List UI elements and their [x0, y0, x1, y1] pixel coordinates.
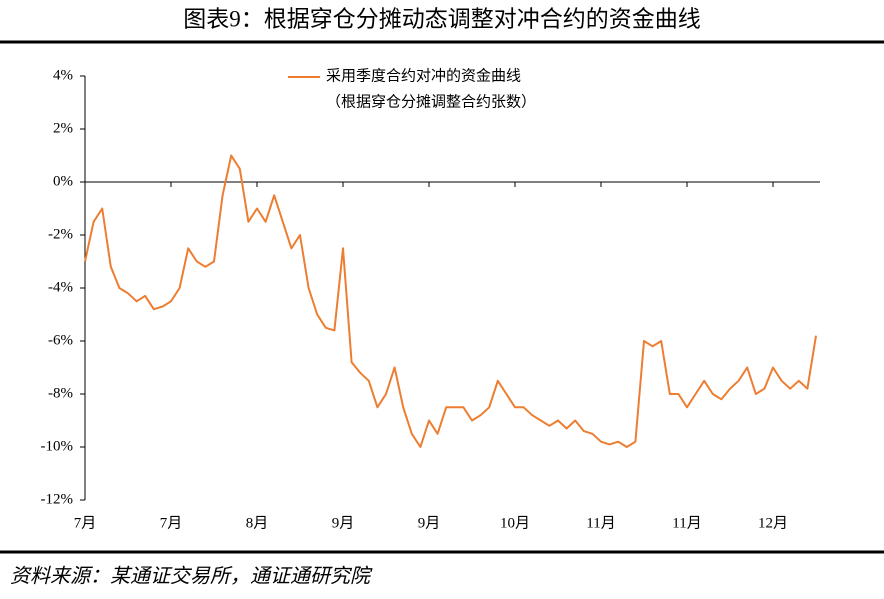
x-tick-label: 12月 [758, 515, 788, 531]
x-tick-label: 11月 [586, 515, 615, 531]
x-tick-label: 8月 [246, 515, 269, 531]
x-tick-label: 9月 [332, 515, 355, 531]
y-tick-label: -8% [48, 385, 73, 401]
x-tick-label: 10月 [500, 515, 530, 531]
y-tick-label: -6% [48, 332, 73, 348]
y-tick-label: -2% [48, 226, 73, 242]
y-tick-label: 0% [53, 173, 73, 189]
series-line [84, 154, 817, 448]
x-tick-label: 11月 [672, 515, 701, 531]
x-tick-label: 7月 [74, 515, 97, 531]
x-tick-label: 7月 [160, 515, 183, 531]
x-tick-label: 9月 [418, 515, 441, 531]
legend-subtitle: （根据穿仓分摊调整合约张数） [326, 93, 536, 110]
legend-label: 采用季度合约对冲的资金曲线 [326, 67, 521, 84]
source: 资料来源：某通证交易所，通证通研究院 [10, 566, 373, 588]
y-tick-label: -10% [41, 438, 74, 454]
y-tick-label: 2% [53, 120, 73, 136]
y-tick-label: -12% [41, 491, 74, 507]
y-tick-label: 4% [53, 67, 73, 83]
chart-title: 图表9：根据穿仓分摊动态调整对冲合约的资金曲线 [183, 6, 701, 31]
y-tick-label: -4% [48, 279, 73, 295]
